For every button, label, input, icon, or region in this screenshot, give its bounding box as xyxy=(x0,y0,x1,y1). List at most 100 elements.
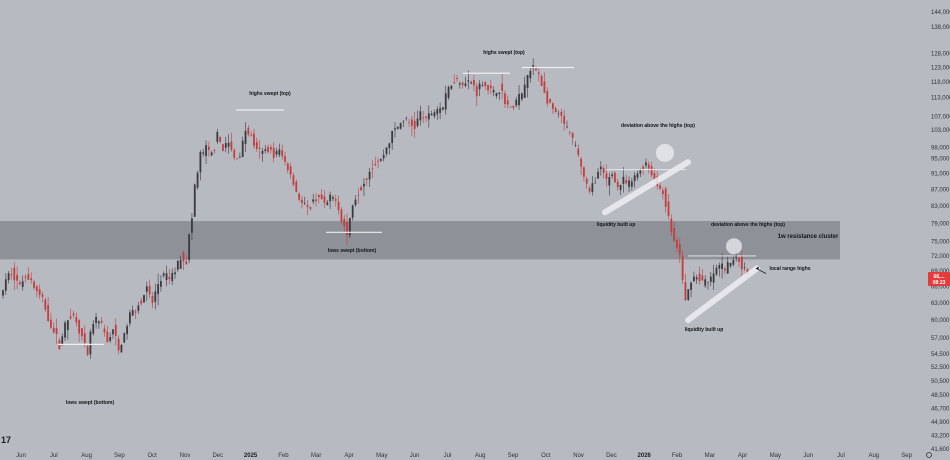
candle-body xyxy=(439,108,441,113)
candle-body xyxy=(464,83,467,86)
y-tick-label: 72,000 xyxy=(931,254,950,260)
candle-body xyxy=(301,199,303,204)
candle-body xyxy=(162,273,165,276)
x-axis[interactable]: Jun Jul Aug Sep Oct Nov Dec 2025 Feb Mar Apr May Jun… xyxy=(16,453,912,459)
candle-body xyxy=(523,84,526,98)
candle-body xyxy=(687,289,690,300)
candle-body xyxy=(281,150,284,157)
candle-body xyxy=(571,133,574,138)
candle-body xyxy=(222,144,224,151)
candle-body xyxy=(560,111,563,116)
candle-body xyxy=(16,274,18,281)
candle-body xyxy=(453,82,456,84)
deviation-label-1: deviation above the highs (top) xyxy=(621,123,695,129)
candle-body xyxy=(289,166,292,175)
candle-body xyxy=(729,262,732,267)
candle-body xyxy=(732,260,735,265)
candle-body xyxy=(695,277,698,280)
candle-body xyxy=(442,107,444,110)
y-axis[interactable]: 144,000 138,000 128,000 123,000 118,000 113,0… xyxy=(931,10,950,453)
candle-body xyxy=(619,184,622,190)
candle-body xyxy=(123,333,126,343)
candle-body xyxy=(422,117,425,119)
candle-body xyxy=(492,90,495,93)
candle-body xyxy=(475,86,478,97)
candle-body xyxy=(506,100,509,105)
candle-body xyxy=(599,166,602,170)
local-range-arrow xyxy=(755,268,767,274)
annotation-overlays xyxy=(58,66,767,345)
candle-body xyxy=(117,338,120,351)
candle-body xyxy=(704,279,707,286)
candle-body xyxy=(216,131,219,142)
candle-body xyxy=(112,329,114,335)
candle-body xyxy=(97,321,100,324)
candle-body xyxy=(456,77,458,79)
x-tick-label: May xyxy=(770,453,781,459)
candle-body xyxy=(681,255,684,281)
y-tick-label: 57,000 xyxy=(931,336,950,342)
current-price-countdown: 08:23 xyxy=(933,280,946,286)
candle-body xyxy=(537,72,540,75)
liquidity-band xyxy=(685,265,760,324)
candle-series xyxy=(2,58,749,359)
candle-body xyxy=(425,116,427,118)
y-tick-label: 87,000 xyxy=(931,187,950,193)
candle-body xyxy=(597,171,599,179)
candle-body xyxy=(408,122,410,123)
y-tick-label: 54,500 xyxy=(931,352,950,358)
candle-body xyxy=(568,132,571,133)
candle-body xyxy=(583,167,585,177)
x-tick-label: Sep xyxy=(114,453,125,459)
x-tick-label: Jun xyxy=(803,453,813,459)
candle-body xyxy=(563,116,566,124)
candle-body xyxy=(715,267,718,275)
candle-body xyxy=(92,323,95,334)
candle-body xyxy=(109,337,112,341)
candle-body xyxy=(185,261,188,265)
candle-body xyxy=(594,182,597,184)
candle-body xyxy=(210,152,213,156)
y-tick-label: 69,000 xyxy=(931,269,950,275)
candle-body xyxy=(411,119,413,126)
candle-body xyxy=(467,80,470,82)
candle-body xyxy=(487,84,489,91)
deviation-highlight xyxy=(726,238,742,255)
candle-body xyxy=(512,105,515,108)
y-tick-label: 107,000 xyxy=(931,115,950,121)
y-tick-label: 91,000 xyxy=(931,172,950,178)
settings-icon[interactable] xyxy=(926,452,932,458)
y-tick-label: 103,000 xyxy=(931,128,950,134)
candle-body xyxy=(481,85,484,87)
candle-body xyxy=(707,282,709,283)
candle-body xyxy=(64,322,66,338)
tradingview-logo[interactable]: 17 xyxy=(1,435,11,445)
candle-body xyxy=(673,228,676,242)
candle-body xyxy=(630,181,633,187)
current-price-tag[interactable] xyxy=(928,272,950,286)
candle-body xyxy=(391,130,394,144)
candle-body xyxy=(233,150,236,158)
candle-body xyxy=(354,199,357,206)
candle-body xyxy=(264,149,267,152)
y-tick-label: 113,000 xyxy=(931,95,950,101)
candle-body xyxy=(81,328,83,337)
candle-body xyxy=(622,176,625,184)
candle-body xyxy=(320,194,323,200)
candle-body xyxy=(546,91,549,104)
candle-body xyxy=(95,316,97,323)
local-range-arrowhead xyxy=(756,266,759,270)
x-tick-label: Feb xyxy=(672,453,683,459)
deviation-highlight xyxy=(656,143,674,162)
x-tick-label: Aug xyxy=(475,453,486,459)
liquidity-label-1: liquidity built up xyxy=(597,222,636,228)
x-tick-label: Jun xyxy=(16,453,26,459)
candle-body xyxy=(357,195,360,196)
y-tick-label: 48,500 xyxy=(931,393,950,399)
candle-body xyxy=(329,194,332,202)
candle-body xyxy=(388,143,391,149)
candle-body xyxy=(4,279,7,291)
candle-body xyxy=(247,127,250,135)
candle-body xyxy=(35,286,38,292)
candle-body xyxy=(315,199,317,202)
